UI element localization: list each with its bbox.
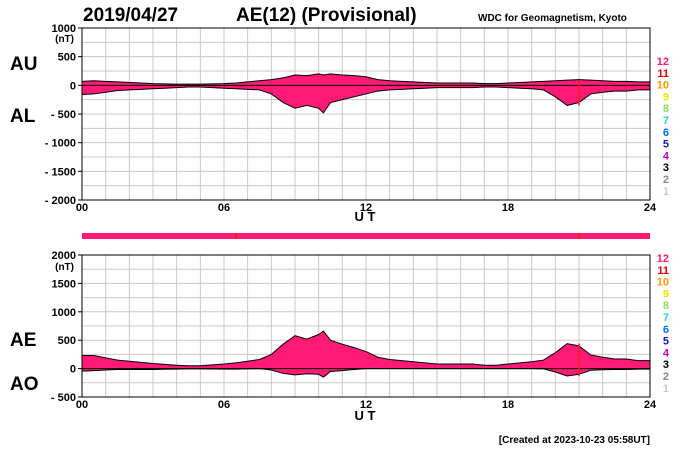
x-tick-label: 06 (218, 399, 230, 411)
station-legend-item: 2 (663, 174, 669, 186)
y-tick-label: 2000 (52, 250, 76, 262)
series-line-au (81, 73, 650, 85)
station-legend-item: 4 (663, 150, 670, 162)
x-tick-label: 00 (76, 399, 88, 411)
y-tick-label: 500 (58, 52, 76, 64)
station-legend-item: 11 (657, 265, 669, 277)
y-tick-label: 1000 (52, 307, 76, 319)
status-bar-mark (578, 233, 580, 239)
station-legend-item: 12 (657, 253, 669, 265)
y-tick-label: 0 (70, 364, 76, 376)
y-tick-label: - 500 (51, 109, 76, 121)
y-tick-label: 1500 (52, 278, 76, 290)
x-tick-label: 18 (502, 399, 514, 411)
x-tick-label: 00 (76, 202, 88, 214)
x-tick-label: 12 (360, 399, 372, 411)
panel1-side-label-al: AL (10, 106, 36, 127)
panel1-x-axis-label: U T (355, 209, 376, 224)
station-legend-item: 12 (657, 56, 669, 68)
y-tick-label: - 1000 (45, 138, 76, 150)
station-legend-item: 1 (663, 186, 669, 198)
station-legend-item: 2 (663, 371, 669, 383)
panel2-unit-label: (nT) (55, 262, 74, 273)
panel2-side-label-ae: AE (10, 330, 36, 351)
x-tick-label: 18 (502, 202, 514, 214)
panel2-x-axis-label: U T (355, 408, 376, 423)
plot-frame (81, 254, 651, 398)
station-legend-item: 4 (663, 347, 670, 359)
station-legend-item: 7 (663, 312, 669, 324)
chart-date: 2019/04/27 (83, 5, 178, 26)
y-tick-label: 0 (70, 80, 76, 92)
status-bar-mark (234, 233, 237, 239)
station-legend-item: 3 (663, 359, 669, 371)
y-tick-label: - 1500 (45, 166, 76, 178)
station-legend-item: 3 (663, 162, 669, 174)
panel2-side-label-ao: AO (10, 374, 39, 395)
station-legend-item: 6 (663, 324, 669, 336)
station-legend-item: 8 (663, 300, 669, 312)
station-legend-item: 9 (663, 91, 669, 103)
x-tick-label: 24 (644, 399, 657, 411)
series-line-ae (82, 330, 650, 367)
station-legend-item: 10 (657, 277, 669, 289)
station-legend-item: 1 (663, 383, 669, 395)
y-tick-label: - 500 (51, 392, 76, 404)
panel1-side-label-au: AU (10, 54, 37, 75)
station-legend-item: 8 (663, 103, 669, 115)
series-band-fill (82, 331, 650, 378)
station-legend-item: 6 (663, 127, 669, 139)
series-line-al (81, 86, 650, 114)
station-legend-item: 10 (657, 80, 669, 92)
station-legend-item: 5 (663, 336, 669, 348)
station-legend-item: 9 (663, 288, 669, 300)
status-bar-fill (82, 233, 650, 239)
created-timestamp: [Created at 2023-10-23 05:58UT] (499, 435, 650, 446)
y-tick-label: 500 (58, 335, 76, 347)
organization-label: WDC for Geomagnetism, Kyoto (478, 13, 627, 24)
panel1-unit-label: (nT) (55, 34, 74, 45)
station-legend-item: 5 (663, 139, 669, 151)
y-tick-label: 1000 (52, 23, 76, 35)
y-tick-label: - 2000 (45, 195, 76, 207)
chart-title: AE(12) (Provisional) (236, 5, 417, 26)
data-status-bar (82, 233, 650, 239)
x-tick-label: 06 (218, 202, 230, 214)
x-tick-label: 12 (360, 202, 372, 214)
station-legend-item: 11 (657, 68, 669, 80)
station-legend-item: 7 (663, 115, 669, 127)
x-tick-label: 24 (644, 202, 657, 214)
